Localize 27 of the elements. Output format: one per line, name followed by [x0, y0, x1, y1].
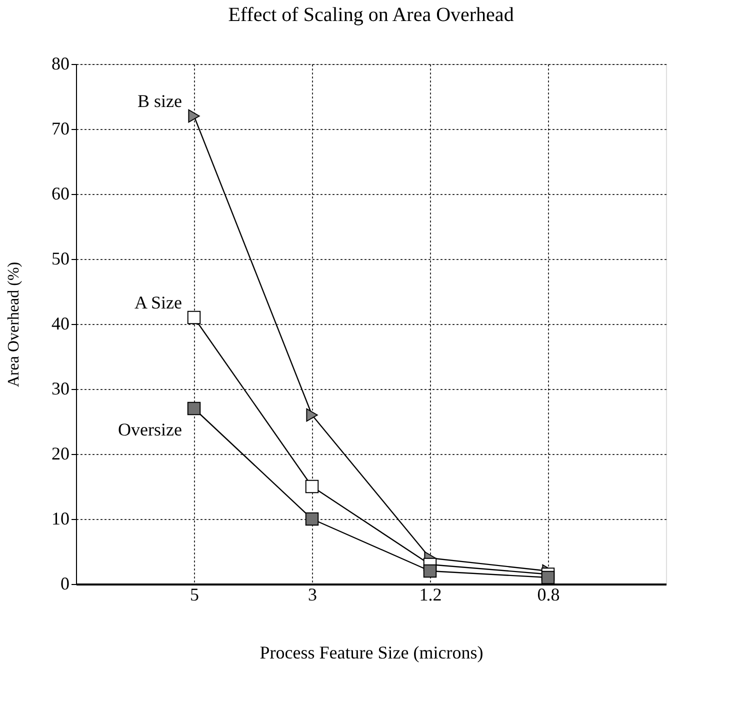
point [187, 310, 201, 324]
series-label: Oversize [118, 420, 182, 440]
y-tick-label: 0 [60, 574, 70, 594]
chart-title: Effect of Scaling on Area Overhead [228, 4, 514, 26]
x-tick-label: 0.8 [537, 584, 560, 604]
y-tick-label: 60 [52, 184, 70, 204]
point [305, 480, 319, 494]
point [306, 408, 318, 422]
point [423, 564, 437, 578]
y-tick-label: 20 [52, 444, 70, 464]
y-tick-label: 50 [52, 248, 70, 268]
point [541, 570, 555, 584]
series-label: B size [138, 91, 182, 111]
y-tick-label: 80 [52, 54, 70, 74]
y-tick-label: 10 [52, 508, 70, 528]
y-tick-label: 40 [52, 314, 70, 334]
point [305, 512, 319, 526]
point [188, 109, 200, 123]
y-axis-title: Area Overhead (%) [6, 262, 22, 388]
y-tick-label: 30 [52, 378, 70, 398]
x-axis-title: Process Feature Size (microns) [260, 642, 484, 662]
series-label: A Size [134, 292, 182, 312]
x-tick-label: 5 [190, 584, 199, 604]
x-tick-label: 1.2 [419, 584, 442, 604]
point [187, 402, 201, 416]
x-tick-label: 3 [308, 584, 317, 604]
y-tick-label: 70 [52, 118, 70, 138]
